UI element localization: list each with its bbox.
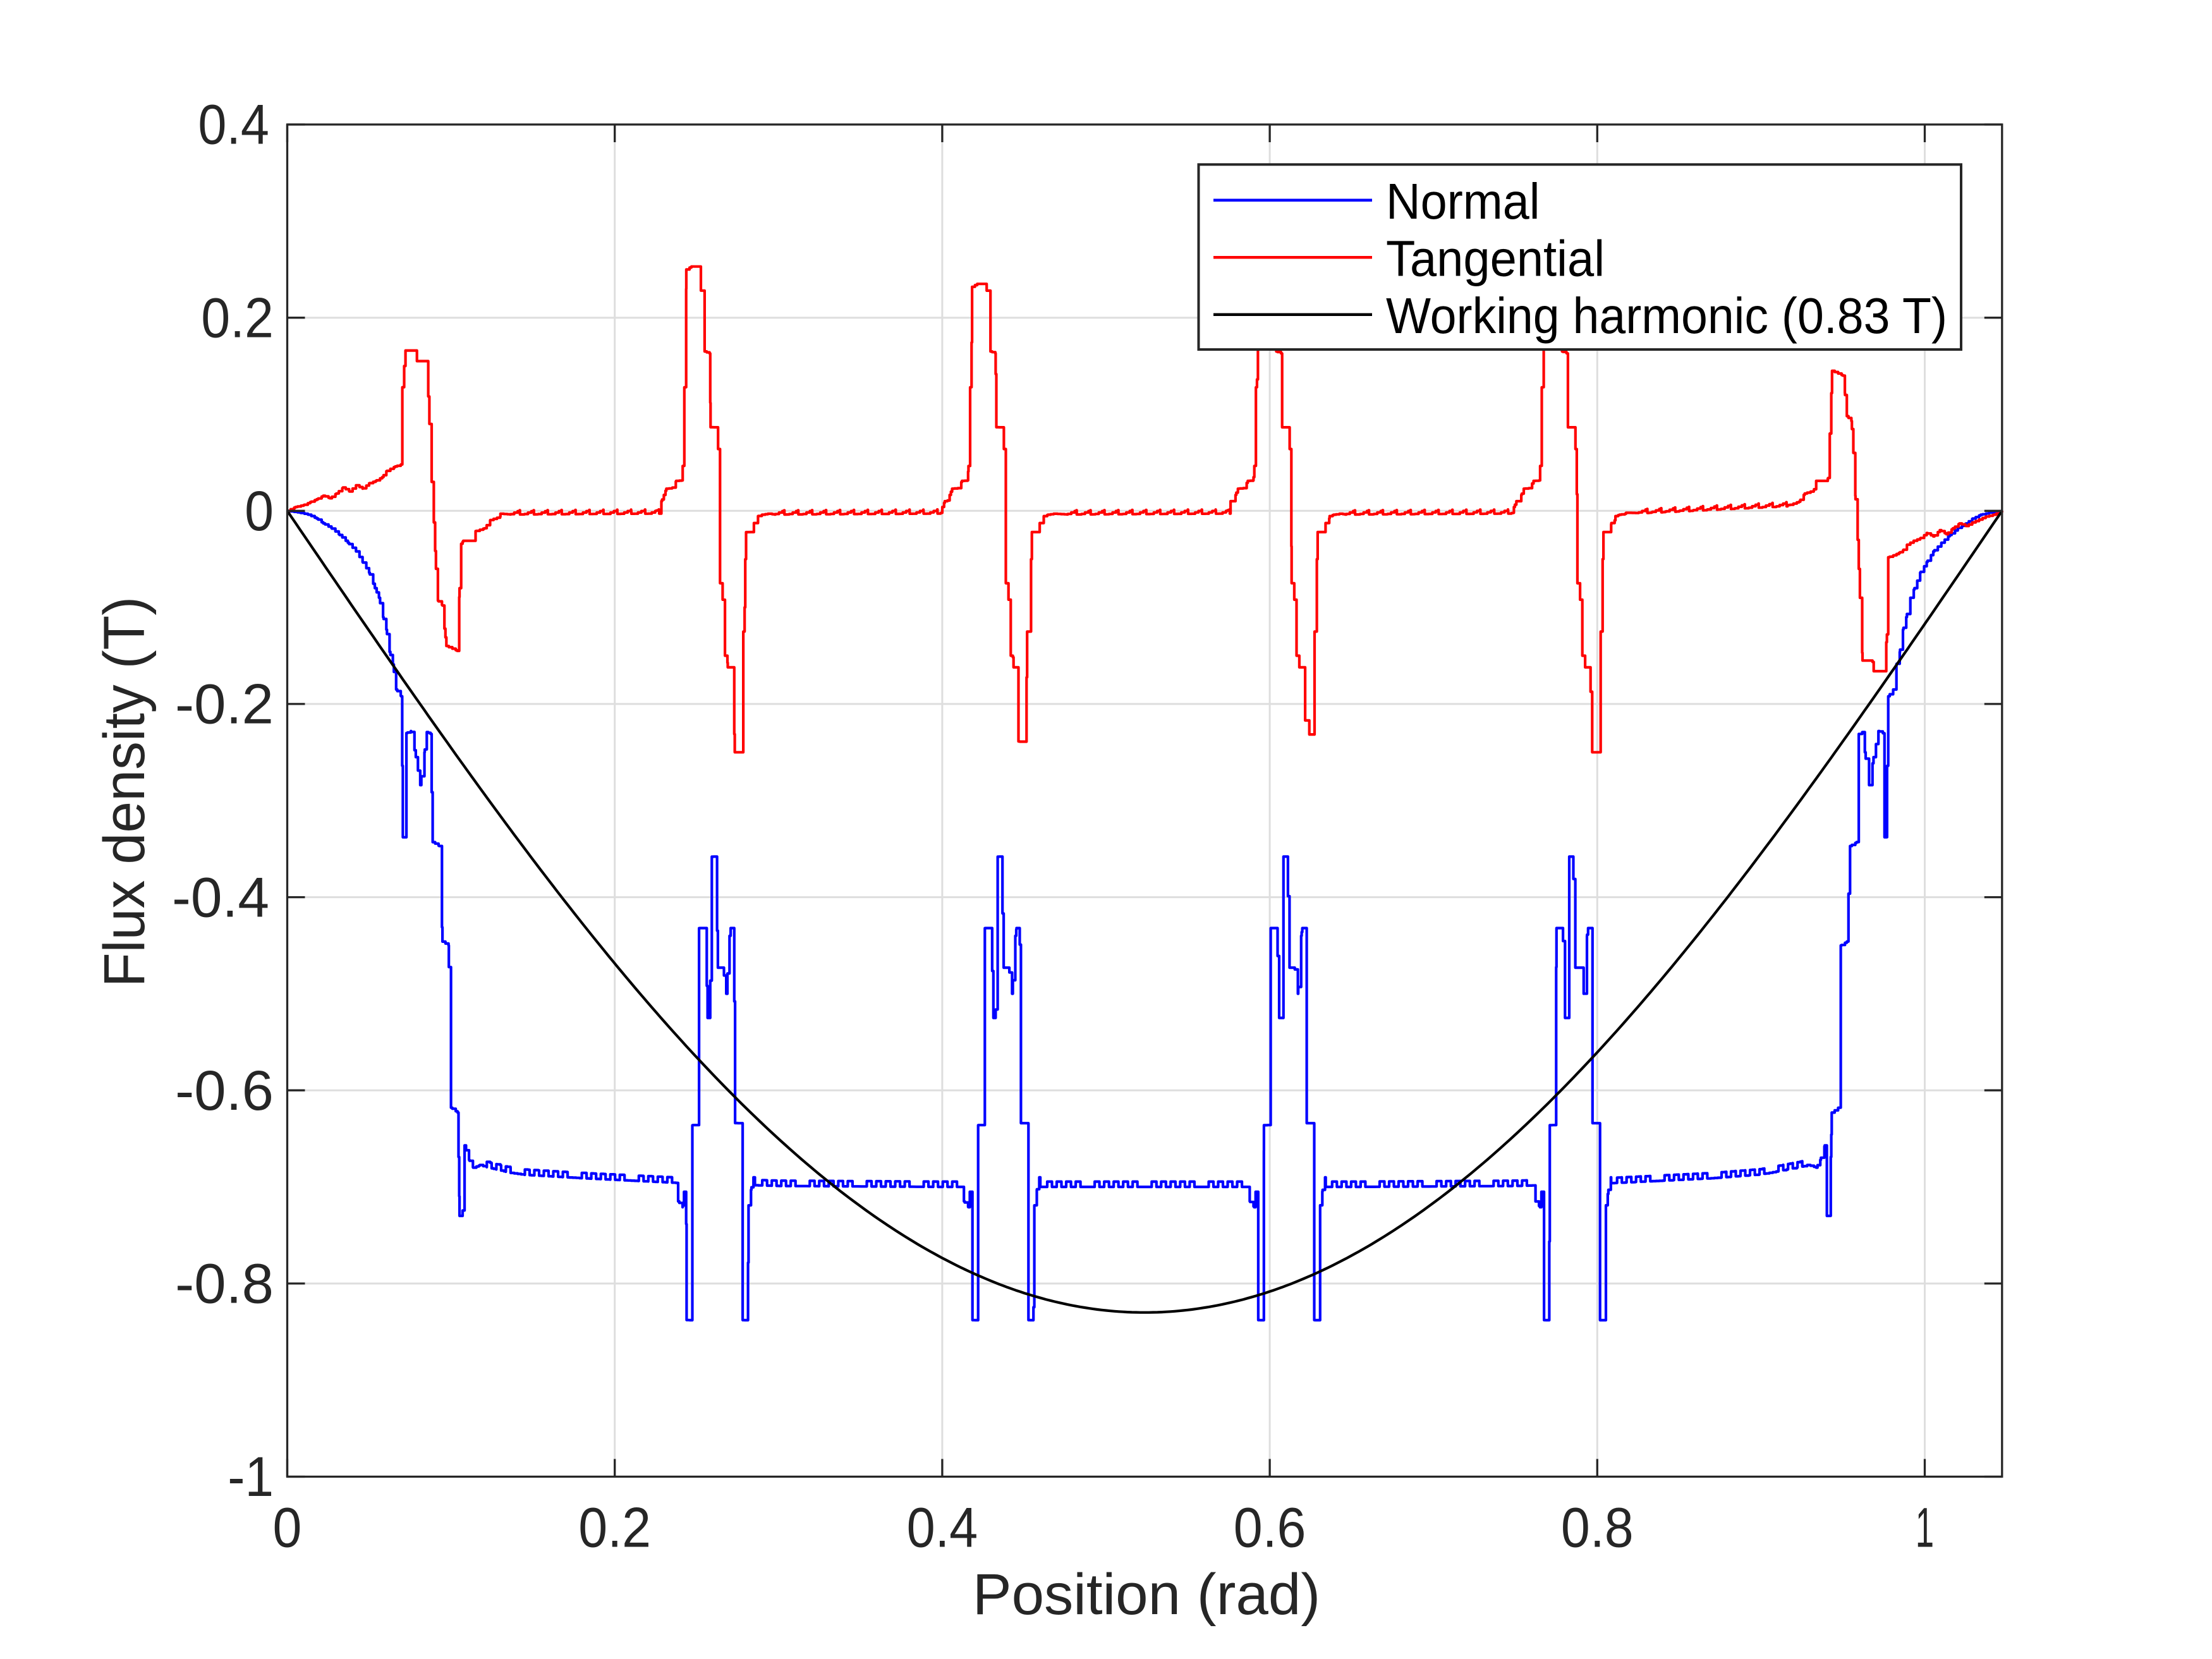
svg-text:0.6: 0.6	[1234, 1496, 1306, 1559]
svg-text:-1: -1	[228, 1445, 274, 1508]
svg-text:Normal: Normal	[1386, 173, 1540, 229]
svg-text:-0.8: -0.8	[175, 1252, 274, 1315]
svg-text:-0.2: -0.2	[175, 672, 274, 736]
svg-text:Position (rad): Position (rad)	[973, 1562, 1320, 1627]
svg-text:0.4: 0.4	[907, 1496, 978, 1559]
svg-text:0.2: 0.2	[201, 286, 274, 349]
svg-text:Flux density (T): Flux density (T)	[92, 597, 157, 987]
svg-text:Working harmonic (0.83 T): Working harmonic (0.83 T)	[1386, 288, 1947, 344]
svg-text:1: 1	[1916, 1496, 1934, 1559]
svg-text:-0.6: -0.6	[175, 1059, 274, 1122]
svg-text:0.4: 0.4	[198, 93, 269, 156]
svg-text:0: 0	[245, 479, 274, 542]
svg-text:Tangential: Tangential	[1386, 230, 1605, 286]
svg-text:-0.4: -0.4	[172, 865, 269, 928]
svg-text:0.8: 0.8	[1561, 1496, 1634, 1559]
svg-text:0: 0	[273, 1496, 302, 1559]
svg-text:0.2: 0.2	[578, 1496, 651, 1559]
